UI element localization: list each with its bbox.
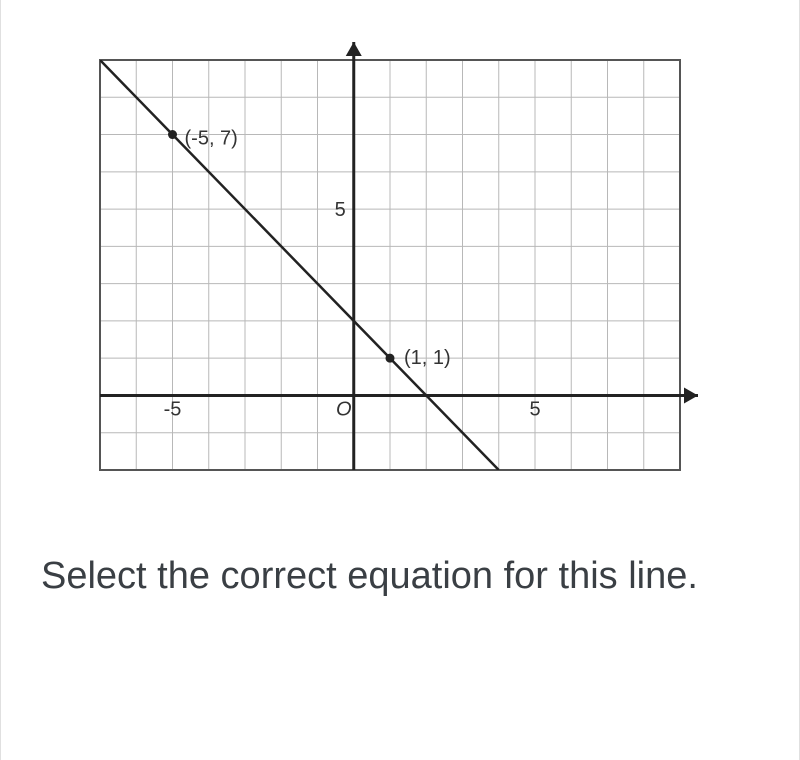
coordinate-plane-chart: -5 5 5 O (-5, 7) (1, 1) <box>41 40 759 480</box>
svg-text:(1, 1): (1, 1) <box>404 347 451 369</box>
svg-text:(-5, 7): (-5, 7) <box>185 128 238 150</box>
svg-text:O: O <box>336 398 352 420</box>
question-text: Select the correct equation for this lin… <box>41 550 759 603</box>
svg-text:5: 5 <box>529 398 540 420</box>
chart-svg: -5 5 5 O (-5, 7) (1, 1) <box>90 40 710 480</box>
svg-text:-5: -5 <box>164 398 182 420</box>
svg-text:5: 5 <box>335 199 346 221</box>
